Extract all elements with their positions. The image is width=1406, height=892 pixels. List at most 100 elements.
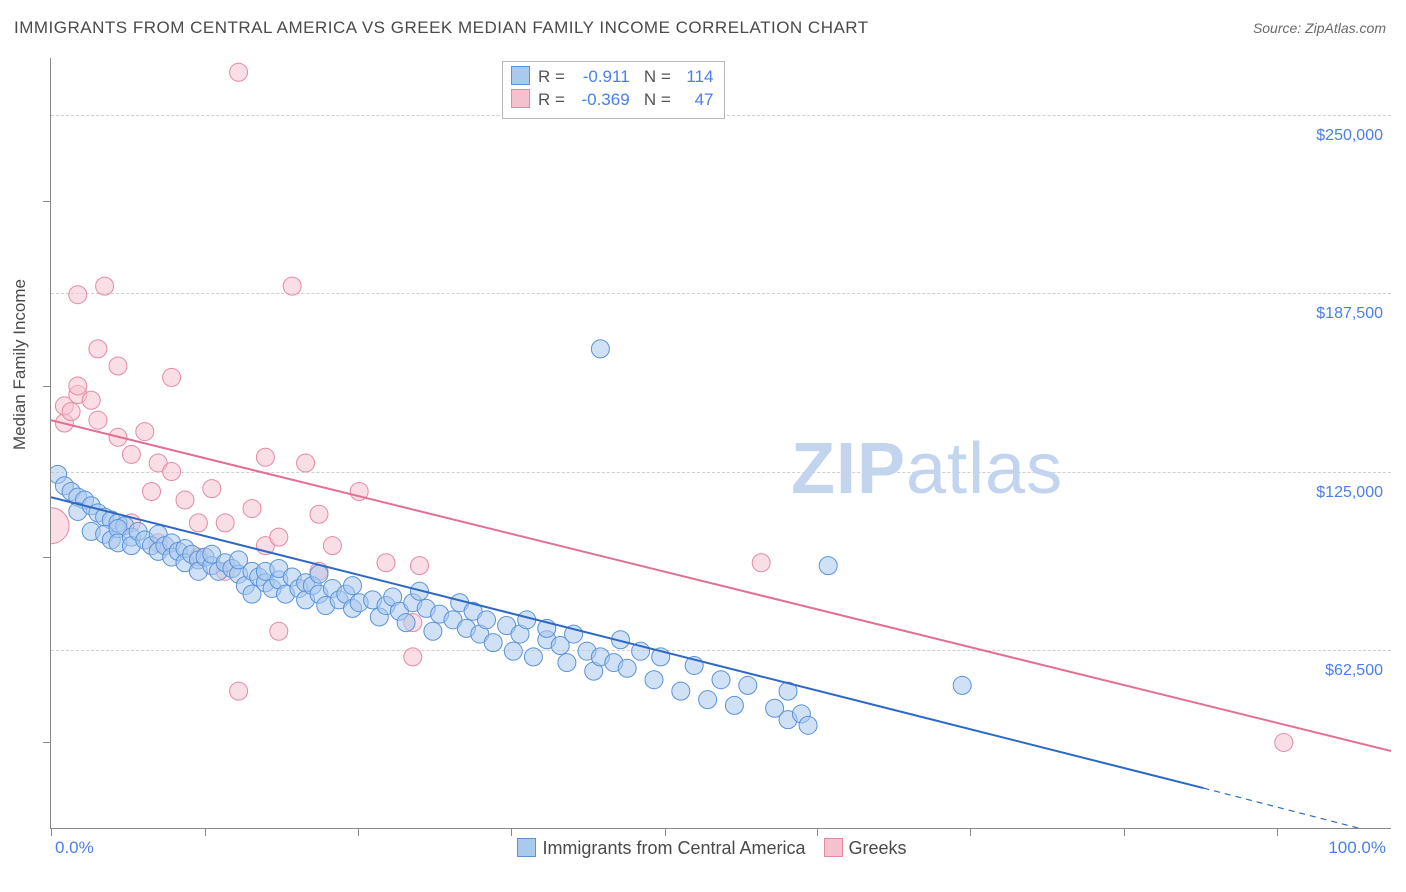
data-point [310,562,328,580]
data-point [55,414,73,432]
data-point [189,562,207,580]
data-point [122,537,140,555]
data-point [953,676,971,694]
data-point [457,619,475,637]
data-point [169,542,187,560]
gridline [51,293,1391,294]
data-point [203,480,221,498]
data-point [504,642,522,660]
data-point [163,534,181,552]
data-point [149,534,167,552]
regression-line [51,420,1391,751]
data-point [143,537,161,555]
data-point [270,571,288,589]
data-point [243,500,261,518]
data-point [344,577,362,595]
data-point [565,625,583,643]
scatter-points [51,58,1391,828]
data-point [330,591,348,609]
data-point [612,631,630,649]
y-tick-mark [43,386,51,387]
data-point [297,454,315,472]
data-point [310,565,328,583]
data-point [256,448,274,466]
data-point [431,605,449,623]
data-point [230,551,248,569]
plot-area: $62,500$125,000$187,500$250,000ZIPatlasR… [50,58,1391,829]
data-point [136,423,154,441]
data-point [424,622,442,640]
data-point [69,286,87,304]
regression-line-extrapolated [1203,788,1391,828]
data-point [377,554,395,572]
data-point [310,585,328,603]
stat-row: R = -0.369 N = 47 [511,89,714,112]
data-point [256,562,274,580]
data-point [263,579,281,597]
stat-r-value: -0.369 [570,89,630,112]
data-point [390,602,408,620]
data-point [96,508,114,526]
data-point [89,504,107,522]
data-point [350,594,368,612]
data-point [384,588,402,606]
data-point [538,619,556,637]
data-point [739,676,757,694]
y-axis-label: Median Family Income [10,279,30,450]
data-point [62,482,80,500]
data-point [323,579,341,597]
data-point [230,63,248,81]
bottom-legend: Immigrants from Central AmericaGreeks [0,838,1406,859]
data-point [471,625,489,643]
watermark: ZIPatlas [791,428,1063,510]
data-point [317,597,335,615]
x-tick-mark [511,828,512,836]
data-point [69,386,87,404]
data-point [270,559,288,577]
data-point [149,542,167,560]
data-point [89,411,107,429]
stat-row: R = -0.911 N = 114 [511,66,714,89]
data-point [270,622,288,640]
y-tick-label: $250,000 [1316,127,1383,145]
legend-swatch [511,66,530,85]
data-point [143,482,161,500]
gridline [51,650,1391,651]
data-point [752,554,770,572]
y-tick-mark [43,742,51,743]
data-point [411,557,429,575]
data-point [176,491,194,509]
data-point [223,559,241,577]
chart-title: IMMIGRANTS FROM CENTRAL AMERICA VS GREEK… [14,18,869,38]
data-point [96,525,114,543]
y-tick-label: $187,500 [1316,305,1383,323]
data-point [799,716,817,734]
data-point [76,491,94,509]
data-point [310,505,328,523]
data-point [189,514,207,532]
stat-r-label: R = [538,67,565,86]
data-point [109,428,127,446]
data-point [122,514,140,532]
legend-swatch [511,89,530,108]
source-credit: Source: ZipAtlas.com [1253,20,1386,36]
y-tick-label: $125,000 [1316,484,1383,502]
data-point [55,397,73,415]
data-point [792,705,810,723]
data-point [102,511,120,529]
data-point [323,537,341,555]
data-point [256,537,274,555]
data-point [498,617,516,635]
data-point [109,514,127,532]
data-point [605,654,623,672]
stat-n-label: N = [644,90,671,109]
data-point [129,522,147,540]
data-point [196,548,214,566]
data-point [216,554,234,572]
stat-r-value: -0.911 [570,66,630,89]
data-point [176,554,194,572]
data-point [350,482,368,500]
data-point [109,520,127,538]
data-point [51,508,69,544]
source-site: ZipAtlas.com [1305,20,1386,36]
